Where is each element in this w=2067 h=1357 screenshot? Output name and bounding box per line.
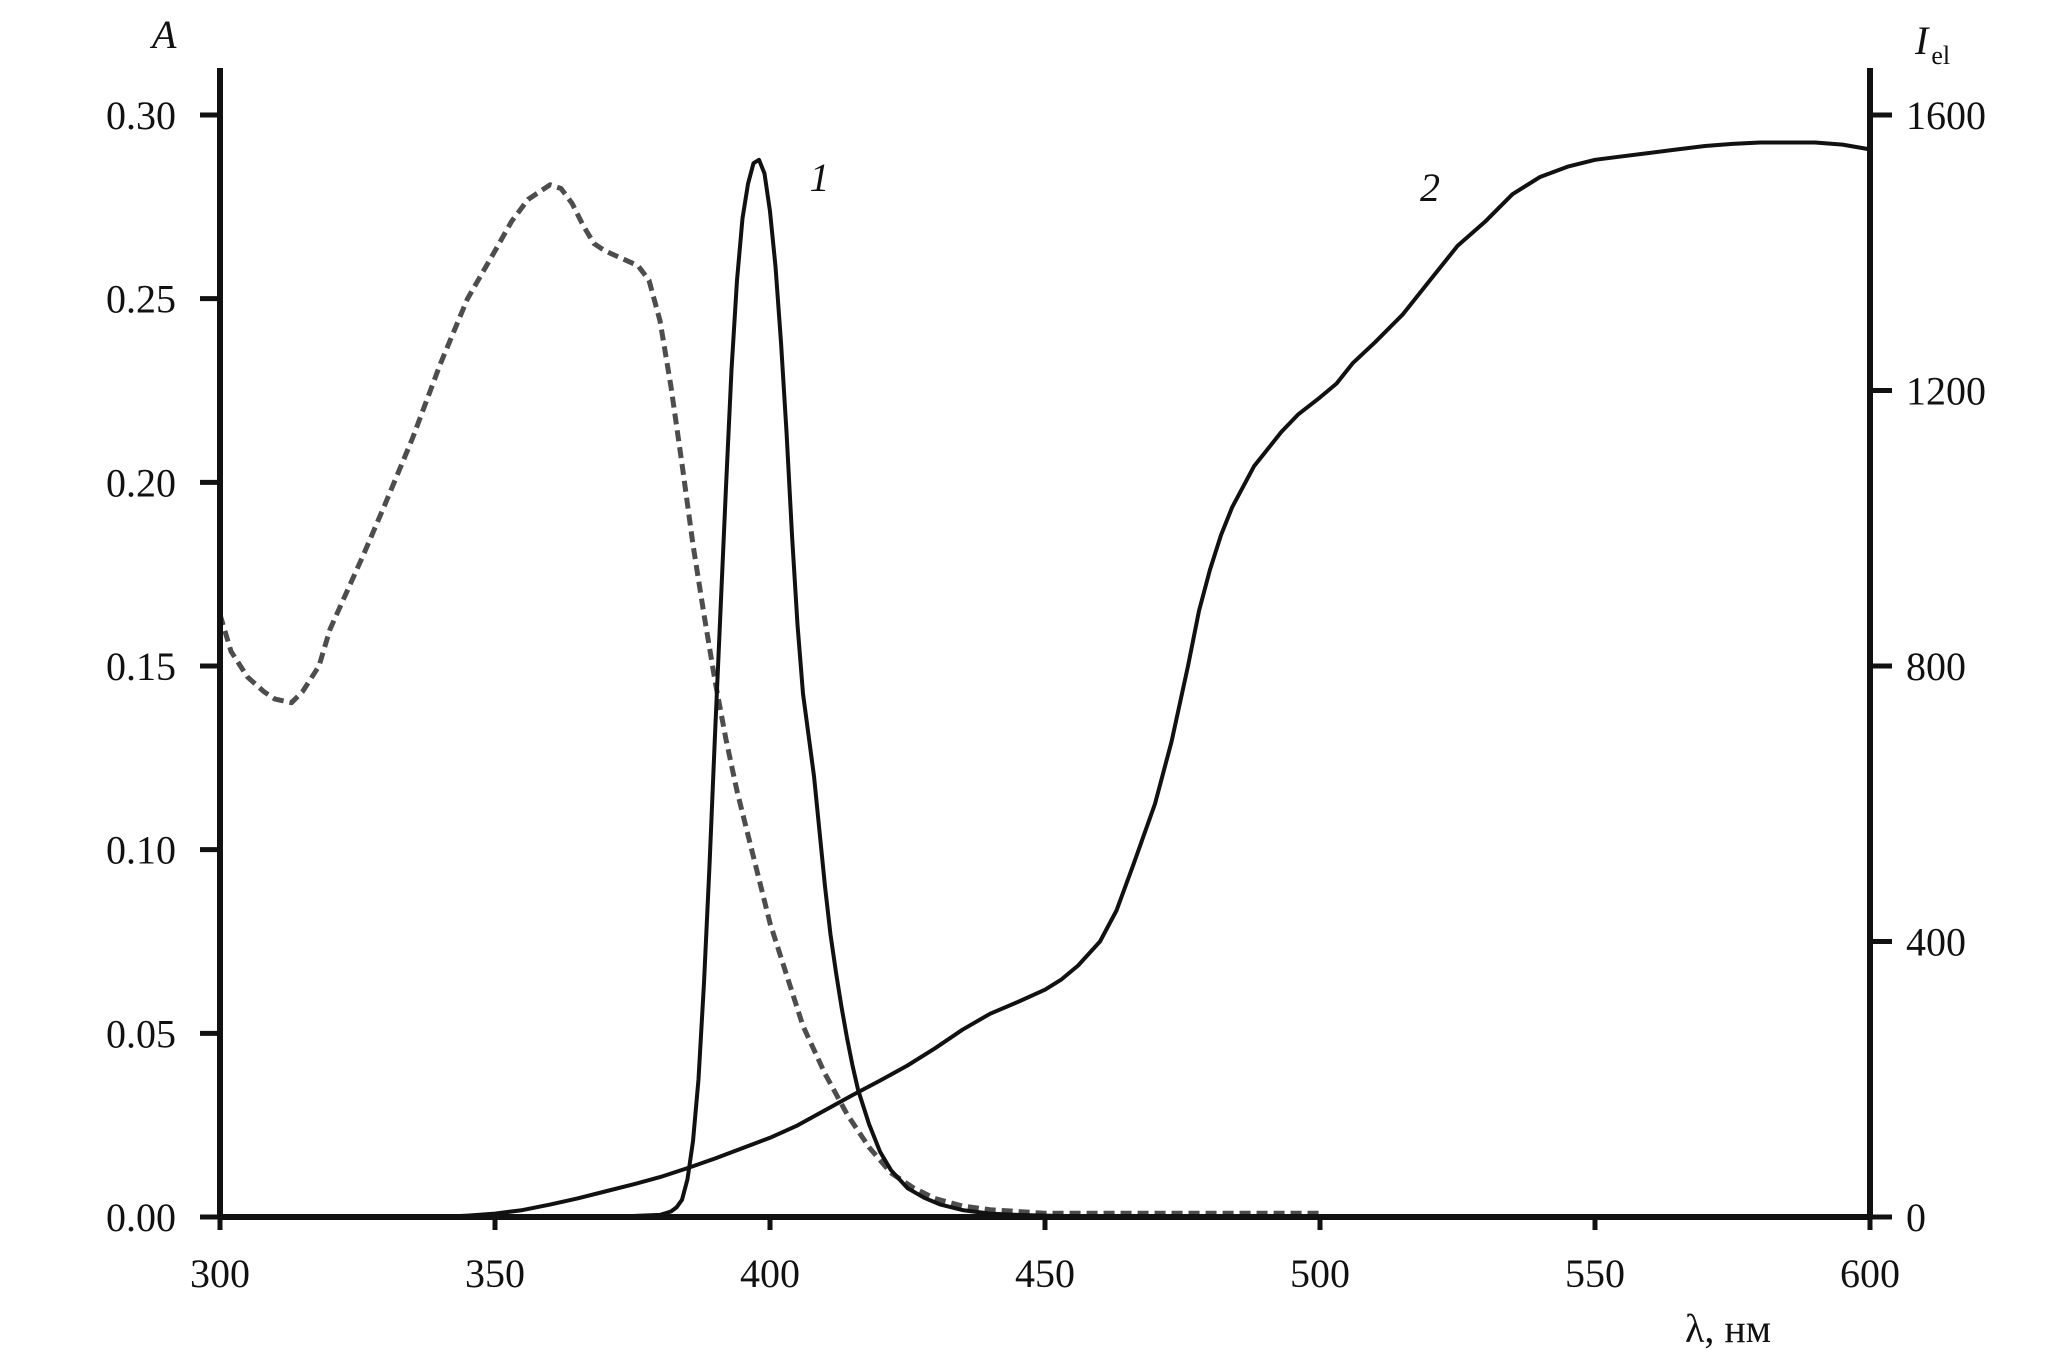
x-axis-title: λ, нм <box>1685 1306 1771 1351</box>
x-tick-label: 600 <box>1840 1251 1900 1296</box>
y-right-tick-label: 1200 <box>1906 369 1986 414</box>
y-right-tick-label: 1600 <box>1906 93 1986 138</box>
x-tick-label: 500 <box>1290 1251 1350 1296</box>
y-left-tick-label: 0.25 <box>106 277 176 322</box>
y-left-tick-label: 0.10 <box>106 828 176 873</box>
curve-label-1: 1 <box>810 155 830 200</box>
y-right-axis-title-base: I <box>1914 18 1930 63</box>
x-tick-label: 300 <box>190 1251 250 1296</box>
y-right-axis-title-sub: el <box>1931 41 1950 70</box>
ticks: 300 350 400 450 500 550 600 0.00 0.05 0.10 0.15 0.2… <box>106 93 1986 1296</box>
x-tick-label: 550 <box>1565 1251 1625 1296</box>
y-left-tick-label: 0.00 <box>106 1195 176 1240</box>
y-right-tick-label: 0 <box>1906 1195 1926 1240</box>
curve-label-2: 2 <box>1420 165 1440 210</box>
series-line-1 <box>217 182 1320 1216</box>
x-tick-label: 400 <box>740 1251 800 1296</box>
y-left-tick-label: 0.30 <box>106 93 176 138</box>
y-right-tick-label: 400 <box>1906 920 1966 965</box>
y-left-tick-label: 0.15 <box>106 644 176 689</box>
y-left-tick-label: 0.20 <box>106 460 176 505</box>
y-right-tick-label: 800 <box>1906 644 1966 689</box>
x-tick-label: 350 <box>465 1251 525 1296</box>
x-tick-label: 450 <box>1015 1251 1075 1296</box>
y-left-axis-title: A <box>149 12 177 57</box>
y-left-tick-label: 0.05 <box>106 1011 176 1056</box>
plot-series <box>217 140 1871 1219</box>
series-line-2 <box>604 157 1101 1219</box>
series-line-3 <box>418 140 1871 1219</box>
axes <box>217 68 1873 1220</box>
